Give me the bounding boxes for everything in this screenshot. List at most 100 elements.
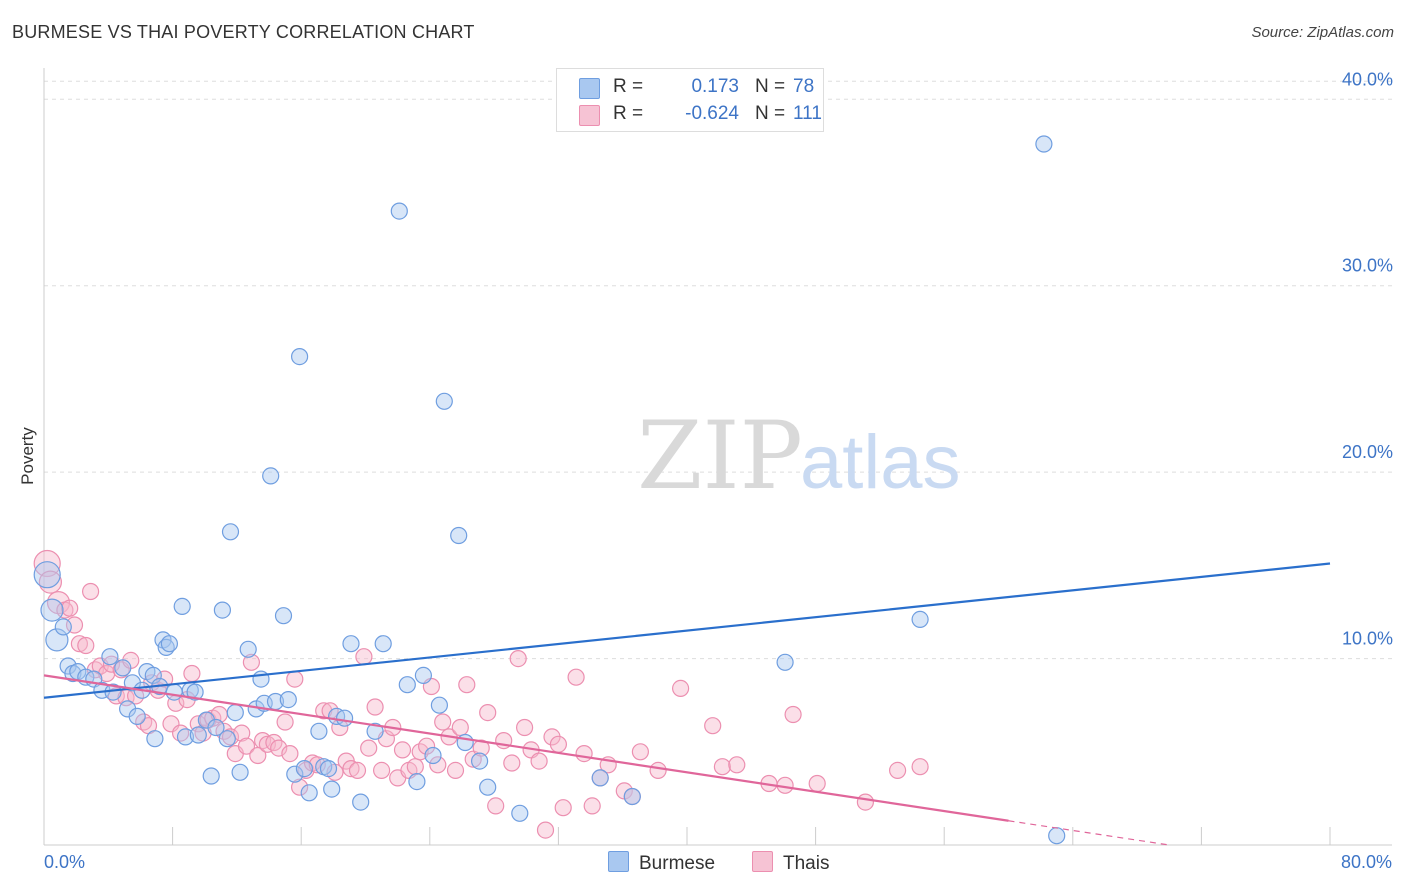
burmese-point [408,772,426,791]
burmese-swatch [579,78,600,99]
thai-point [631,743,650,761]
thai-swatch [579,105,600,126]
thai-point [728,756,746,774]
thai-point [472,739,490,757]
bottom-legend-thai: Thais [752,851,829,875]
thai-r-value: -0.624 [685,103,739,124]
watermark-zip: ZIP [637,402,803,511]
y-tick-label: 40.0% [1342,69,1393,89]
thai-point [393,741,412,759]
bottom-legend-burmese: Burmese [608,851,715,875]
thai-point [276,713,294,731]
burmese-point [176,728,195,746]
burmese-point [435,392,453,410]
watermark-atlas: atlas [800,420,961,505]
burmese-point [300,784,318,802]
burmese-point [114,659,132,677]
thai-point [784,705,802,724]
burmese-r-label: R = [613,76,644,97]
source-credit: Source: ZipAtlas.com [1251,24,1394,41]
thai-point [509,649,527,668]
burmese-point [511,804,529,822]
thai-point [46,590,71,615]
burmese-point [231,763,249,781]
burmese-point [424,746,442,765]
thai-point [549,735,568,753]
thai-point [70,635,89,653]
burmese-point [262,467,280,485]
thai-point [77,636,95,655]
thai-point [33,549,61,578]
burmese-n-label: N = [755,76,786,97]
thai-point [567,668,585,686]
thai-point [281,744,299,763]
thai-point [242,653,260,671]
thai-point [342,759,360,778]
thai-point [479,703,497,722]
thai-n-label: N = [755,103,786,124]
thai-point [81,582,100,601]
thai-point [856,793,875,811]
correlation-legend: R = 0.173 N = 78 R = -0.624 N = 111 [556,68,824,132]
thai-trend-line [43,674,1009,822]
thai-point [554,799,572,817]
trend-lines [43,562,1331,846]
thai-point [530,752,548,770]
burmese-n-value: 78 [793,76,815,97]
chart-title: BURMESE VS THAI POVERTY CORRELATION CHAR… [12,22,475,42]
thai-point [503,754,521,772]
x-tick-label-min: 0.0% [44,852,86,872]
thai-point [671,679,690,698]
burmese-point [776,653,794,671]
burmese-point [471,752,489,770]
burmese-point [479,778,497,796]
burmese-point [279,690,297,709]
thai-point [487,797,505,815]
thai-point [458,676,476,694]
thai-point [308,756,326,774]
burmese-point [310,722,328,740]
thai-point [418,737,436,755]
burmese-point [366,722,384,740]
thai-point [373,761,391,780]
grid-lines [44,80,1392,660]
burmese-point [291,348,309,366]
burmese-point [165,683,183,701]
thai-point [575,744,593,763]
burmese-point [207,718,225,737]
burmese-point [218,730,236,748]
thai-point [355,648,373,666]
burmese-point [336,709,354,727]
burmese-legend-swatch [608,851,629,872]
burmese-point [1035,135,1053,153]
thai-point [536,821,555,839]
thai-point [265,733,283,752]
thai-point [713,758,732,776]
thai-point [183,664,201,683]
thai-point [360,739,378,757]
burmese-point [430,696,448,714]
thai-point [434,713,452,731]
burmese-point [160,635,178,653]
thai-r-label: R = [613,103,644,124]
thai-point [429,756,447,774]
thai-point [451,718,469,737]
burmese-point [239,640,257,658]
burmese-point [398,676,416,694]
burmese-point [146,730,164,748]
burmese-point [286,765,304,783]
burmese-point [390,202,408,220]
burmese-point [591,769,609,787]
thai-point [291,778,309,796]
burmese-point [295,759,313,778]
burmese-point [202,767,220,785]
burmese-point [101,648,119,666]
y-tick-label: 30.0% [1342,256,1393,276]
burmese-point [128,707,146,726]
thai-point [270,739,288,757]
thai-point [258,735,276,753]
burmese-point [189,726,207,744]
thai-point [366,698,384,716]
burmese-r-value: 0.173 [691,76,739,97]
thai-point [808,774,826,793]
